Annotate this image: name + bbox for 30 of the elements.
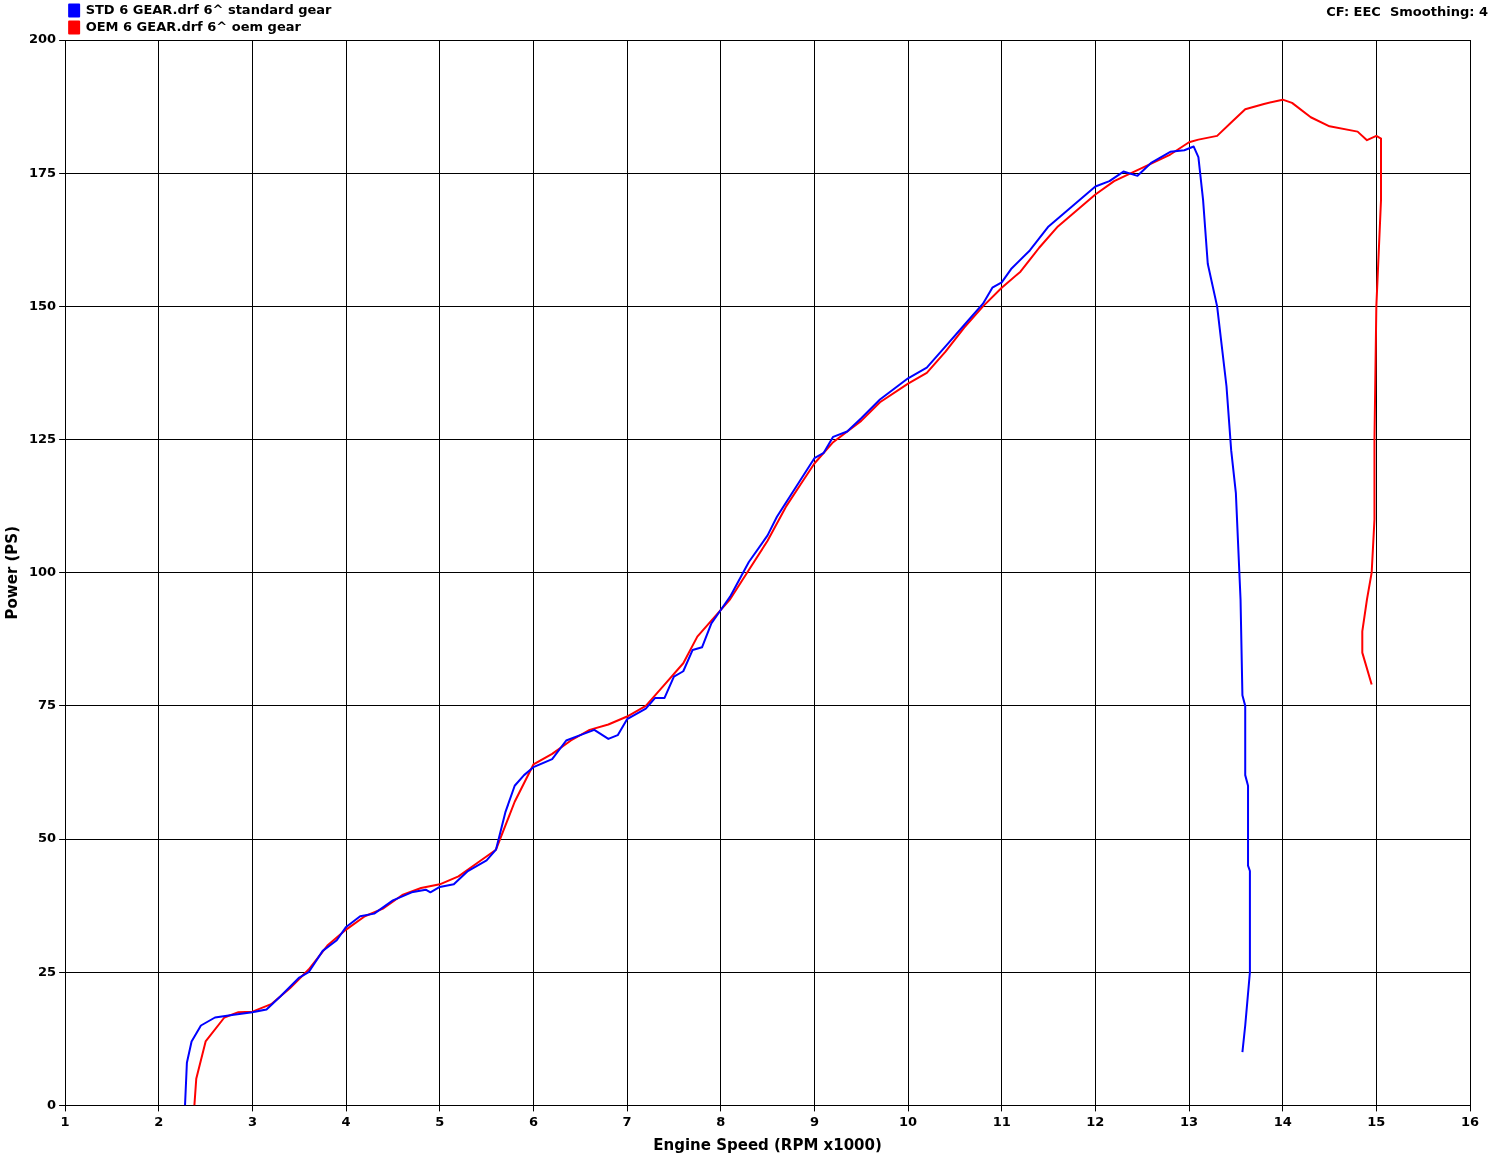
x-tick-label: 6	[528, 1113, 538, 1129]
x-tick-label: 10	[899, 1113, 918, 1129]
x-tick-label: 9	[809, 1113, 819, 1129]
text: CF: EEC Smoothing: 4	[1326, 4, 1488, 19]
y-tick-label: 100	[29, 564, 57, 580]
y-axis-title: Power (PS)	[2, 525, 21, 620]
legend-label: OEM 6 GEAR.drf 6^ oem gear	[85, 18, 302, 34]
y-tick-label: 50	[38, 830, 57, 846]
x-tick-label: 2	[154, 1113, 164, 1129]
y-tick-label: 150	[29, 297, 57, 313]
x-tick-label: 13	[1179, 1113, 1199, 1129]
y-tick-label: 125	[29, 430, 57, 446]
x-tick-label: 4	[341, 1113, 351, 1129]
x-tick-label: 15	[1367, 1113, 1386, 1129]
y-tick-label: 175	[29, 164, 57, 180]
x-tick-label: 5	[435, 1113, 445, 1129]
legend-label: STD 6 GEAR.drf 6^ standard gear	[85, 1, 333, 17]
y-tick-label: 200	[29, 31, 57, 47]
y-tick-label: 0	[47, 1096, 57, 1112]
x-axis-title: Engine Speed (RPM x1000)	[653, 1135, 882, 1154]
x-tick-label: 8	[716, 1113, 726, 1129]
y-tick-label: 25	[38, 963, 57, 979]
x-tick-label: 14	[1273, 1113, 1292, 1129]
x-tick-label: 3	[247, 1113, 257, 1129]
x-tick-label: 12	[1086, 1113, 1105, 1129]
x-tick-label: 1	[60, 1113, 70, 1129]
y-tick-label: 75	[38, 697, 57, 713]
x-tick-label: 16	[1460, 1113, 1480, 1129]
x-tick-label: 11	[992, 1113, 1011, 1129]
x-tick-label: 7	[622, 1113, 632, 1129]
